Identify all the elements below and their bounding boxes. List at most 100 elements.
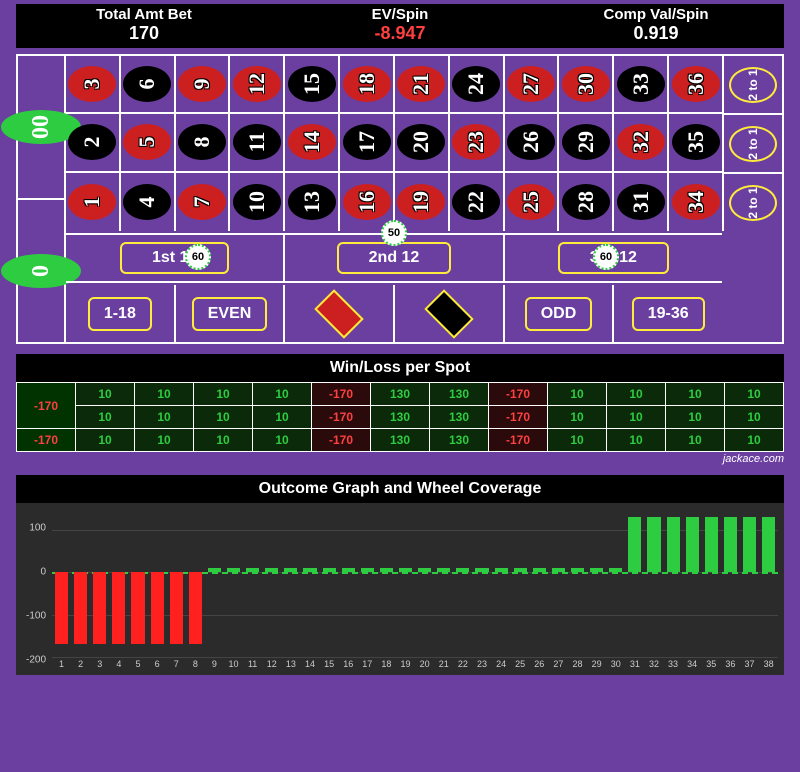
x-tick: 26 — [530, 659, 549, 673]
x-tick: 33 — [664, 659, 683, 673]
number-14[interactable]: 14 — [285, 114, 340, 170]
outcome-bar — [170, 572, 183, 644]
x-tick: 1 — [52, 659, 71, 673]
wl-cell: 10 — [76, 429, 135, 452]
two-to-one-2[interactable]: 2 to 1 — [722, 174, 782, 231]
wl-cell: 10 — [76, 406, 135, 429]
number-3[interactable]: 3 — [66, 56, 121, 112]
outside-4[interactable]: ODD — [505, 285, 615, 343]
number-10[interactable]: 10 — [230, 173, 285, 231]
wl-cell: -170 — [312, 429, 371, 452]
two-to-one-column: 2 to 12 to 12 to 1 — [722, 56, 782, 231]
outcome-bar — [724, 517, 737, 572]
stat-total-amt-bet: Total Amt Bet170 — [16, 6, 272, 44]
x-tick: 21 — [434, 659, 453, 673]
chip-50[interactable]: 50 — [381, 220, 407, 246]
outside-5[interactable]: 19-36 — [614, 285, 722, 343]
number-6[interactable]: 6 — [121, 56, 176, 112]
number-5[interactable]: 5 — [121, 114, 176, 170]
number-27[interactable]: 27 — [505, 56, 560, 112]
outcome-bar — [361, 568, 374, 572]
stat-value: 170 — [16, 23, 272, 44]
wl-cell: 10 — [548, 429, 607, 452]
x-tick: 11 — [243, 659, 262, 673]
outcome-bar — [246, 568, 259, 572]
outcome-bar — [628, 517, 641, 572]
number-20[interactable]: 20 — [395, 114, 450, 170]
zero-00[interactable]: 00 — [18, 56, 64, 200]
number-29[interactable]: 29 — [559, 114, 614, 170]
x-tick: 9 — [205, 659, 224, 673]
outcome-bar — [227, 568, 240, 572]
number-25[interactable]: 25 — [505, 173, 560, 231]
number-8[interactable]: 8 — [176, 114, 231, 170]
x-tick: 3 — [90, 659, 109, 673]
number-2[interactable]: 2 — [66, 114, 121, 170]
number-23[interactable]: 23 — [450, 114, 505, 170]
number-36[interactable]: 36 — [669, 56, 722, 112]
two-to-one-1[interactable]: 2 to 1 — [722, 115, 782, 174]
number-9[interactable]: 9 — [176, 56, 231, 112]
number-28[interactable]: 28 — [559, 173, 614, 231]
outside-0[interactable]: 1-18 — [66, 285, 176, 343]
outcome-bar — [265, 568, 278, 572]
x-tick: 34 — [683, 659, 702, 673]
number-4[interactable]: 4 — [121, 173, 176, 231]
number-1[interactable]: 1 — [66, 173, 121, 231]
wl-cell: 10 — [135, 383, 194, 406]
outside-1[interactable]: EVEN — [176, 285, 286, 343]
stat-label: EV/Spin — [272, 6, 528, 23]
outside-bets-row: 1-18EVEN ODD19-36 — [66, 285, 722, 343]
dozen-1[interactable]: 1st 12 — [66, 235, 285, 281]
outcome-bar — [609, 568, 622, 572]
x-tick: 27 — [549, 659, 568, 673]
x-tick: 12 — [262, 659, 281, 673]
x-tick: 15 — [320, 659, 339, 673]
x-tick: 29 — [587, 659, 606, 673]
number-32[interactable]: 32 — [614, 114, 669, 170]
wl-cell: 10 — [135, 406, 194, 429]
number-15[interactable]: 15 — [285, 56, 340, 112]
number-31[interactable]: 31 — [614, 173, 669, 231]
number-17[interactable]: 17 — [340, 114, 395, 170]
number-12[interactable]: 12 — [230, 56, 285, 112]
outcome-bar — [590, 568, 603, 572]
outside-3[interactable] — [395, 285, 505, 343]
outcome-bar — [571, 568, 584, 572]
x-tick: 13 — [281, 659, 300, 673]
number-35[interactable]: 35 — [669, 114, 722, 170]
outside-2[interactable] — [285, 285, 395, 343]
wl-cell: 130 — [371, 383, 430, 406]
stat-comp-val-spin: Comp Val/Spin0.919 — [528, 6, 784, 44]
wl-cell: -170 — [312, 383, 371, 406]
outcome-bar — [303, 568, 316, 572]
number-11[interactable]: 11 — [230, 114, 285, 170]
wl-cell: 10 — [194, 429, 253, 452]
wl-cell: 10 — [725, 429, 784, 452]
number-7[interactable]: 7 — [176, 173, 231, 231]
zero-0[interactable]: 0 — [18, 200, 64, 342]
number-33[interactable]: 33 — [614, 56, 669, 112]
number-21[interactable]: 21 — [395, 56, 450, 112]
number-26[interactable]: 26 — [505, 114, 560, 170]
y-tick: -100 — [26, 611, 46, 622]
number-18[interactable]: 18 — [340, 56, 395, 112]
x-tick: 18 — [377, 659, 396, 673]
stat-ev-spin: EV/Spin-8.947 — [272, 6, 528, 44]
outcome-bar — [495, 568, 508, 572]
chip-60[interactable]: 60 — [593, 244, 619, 270]
number-34[interactable]: 34 — [669, 173, 722, 231]
number-13[interactable]: 13 — [285, 173, 340, 231]
number-30[interactable]: 30 — [559, 56, 614, 112]
number-grid: 3691215182124273033362581114172023262932… — [66, 56, 722, 231]
outcome-bar — [55, 572, 68, 644]
number-24[interactable]: 24 — [450, 56, 505, 112]
wl-cell: 10 — [253, 406, 312, 429]
chip-60[interactable]: 60 — [185, 244, 211, 270]
number-22[interactable]: 22 — [450, 173, 505, 231]
two-to-one-0[interactable]: 2 to 1 — [722, 56, 782, 115]
x-tick: 23 — [472, 659, 491, 673]
number-19[interactable]: 19 — [395, 173, 450, 231]
stat-label: Comp Val/Spin — [528, 6, 784, 23]
black-diamond-icon — [424, 289, 473, 338]
